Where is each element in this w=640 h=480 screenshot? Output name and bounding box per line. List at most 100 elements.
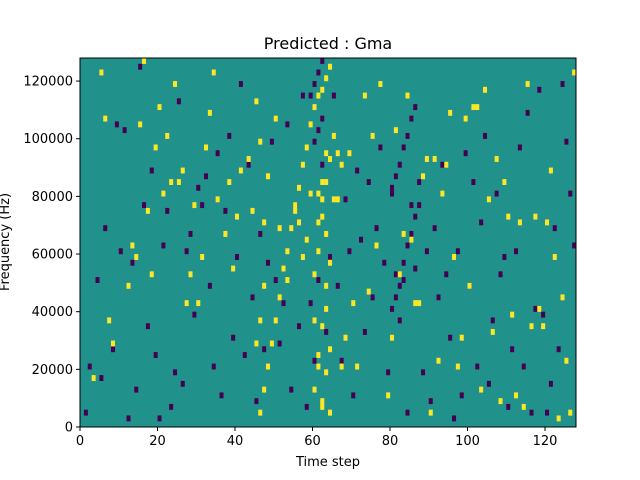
- cell-high: [300, 254, 305, 260]
- cell-low: [568, 190, 573, 197]
- cell-low: [409, 202, 414, 209]
- cell-low: [393, 271, 398, 278]
- cell-high: [424, 156, 429, 162]
- cell-high: [254, 98, 259, 105]
- y-tick-label: 80000: [32, 190, 73, 205]
- cell-high: [285, 248, 290, 255]
- cell-high: [246, 156, 251, 162]
- cell-high: [254, 340, 259, 347]
- cell-low: [498, 271, 503, 278]
- cell-low: [545, 409, 550, 416]
- cell-high: [316, 92, 321, 99]
- cell-low: [161, 242, 166, 249]
- cell-low: [409, 115, 414, 122]
- cell-high: [428, 409, 433, 416]
- cell-high: [192, 202, 197, 209]
- cell-high: [273, 317, 278, 324]
- cell-low: [362, 328, 367, 335]
- cell-high: [316, 248, 321, 255]
- cell-high: [215, 196, 220, 203]
- cell-low: [459, 392, 464, 399]
- cell-low: [219, 392, 224, 399]
- cell-high: [548, 167, 553, 174]
- cell-high: [312, 317, 317, 324]
- cell-high: [235, 213, 240, 220]
- cell-high: [494, 156, 499, 162]
- cell-high: [312, 271, 317, 278]
- cell-high: [545, 219, 550, 226]
- cell-high: [324, 230, 329, 237]
- cell-low: [173, 369, 178, 376]
- cell-high: [320, 403, 325, 410]
- cell-high: [479, 386, 484, 393]
- cell-high: [552, 254, 557, 260]
- cell-high: [459, 334, 464, 341]
- cell-high: [533, 213, 538, 220]
- cell-high: [107, 317, 112, 324]
- cell-high: [320, 196, 325, 203]
- cell-low: [440, 161, 445, 168]
- cell-high: [188, 271, 193, 278]
- cell-high: [266, 363, 271, 370]
- cell-low: [300, 92, 305, 99]
- cell-high: [324, 179, 329, 185]
- cell-high: [537, 305, 542, 312]
- cell-high: [297, 184, 302, 191]
- cell-low: [428, 398, 433, 405]
- cell-high: [347, 150, 352, 157]
- cell-high: [111, 340, 116, 347]
- cell-high: [397, 271, 402, 278]
- cell-high: [91, 375, 96, 382]
- cell-low: [486, 380, 491, 387]
- cell-low: [355, 167, 360, 174]
- cell-high: [324, 305, 329, 312]
- cell-high: [328, 346, 333, 353]
- cell-low: [331, 92, 336, 99]
- cell-low: [99, 375, 104, 382]
- cell-high: [165, 132, 170, 139]
- cell-high: [339, 161, 344, 168]
- cell-low: [320, 115, 325, 122]
- cell-low: [502, 254, 507, 260]
- cell-high: [328, 259, 333, 266]
- cell-high: [285, 277, 290, 284]
- cell-low: [343, 196, 348, 203]
- cell-low: [393, 173, 398, 180]
- cell-high: [277, 225, 282, 232]
- cell-low: [254, 398, 259, 405]
- cell-low: [455, 248, 460, 255]
- cell-low: [397, 161, 402, 168]
- cell-low: [413, 104, 418, 111]
- x-tick-label: 120: [533, 434, 558, 449]
- cell-low: [417, 179, 422, 185]
- cell-high: [417, 300, 422, 307]
- cell-high: [157, 104, 162, 111]
- cell-low: [448, 334, 453, 341]
- cell-low: [393, 294, 398, 301]
- cell-high: [514, 392, 519, 399]
- cell-low: [339, 357, 344, 364]
- cell-high: [300, 161, 305, 168]
- cell-high: [134, 254, 139, 260]
- cell-low: [390, 190, 395, 197]
- x-axis-label: Time step: [295, 455, 360, 470]
- cell-low: [413, 213, 418, 220]
- cell-low: [235, 254, 240, 260]
- cell-high: [343, 334, 348, 341]
- cell-low: [312, 138, 317, 145]
- cell-low: [192, 311, 197, 318]
- cell-high: [486, 196, 491, 203]
- cell-high: [273, 115, 278, 122]
- cell-low: [320, 161, 325, 168]
- cell-low: [169, 403, 174, 410]
- cell-low: [533, 305, 538, 312]
- cell-high: [258, 138, 263, 145]
- cell-low: [289, 386, 294, 393]
- cell-high: [258, 409, 263, 416]
- cell-high: [145, 207, 150, 214]
- cell-low: [490, 317, 495, 324]
- cell-low: [537, 86, 542, 93]
- cell-high: [541, 323, 546, 330]
- cell-low: [118, 248, 123, 255]
- cell-high: [99, 69, 104, 76]
